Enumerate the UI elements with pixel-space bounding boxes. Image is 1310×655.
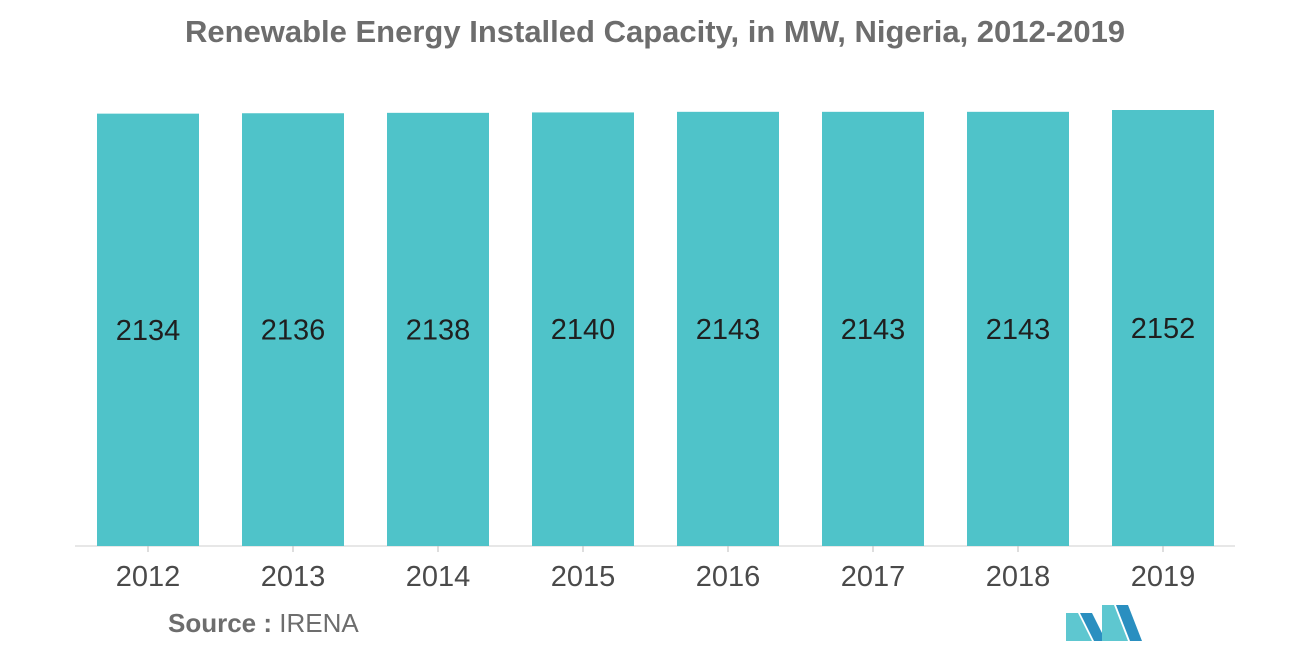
logo-shape-4: [1116, 605, 1142, 641]
bar-2019: [1112, 110, 1214, 546]
bar-2016: [677, 111, 779, 546]
bar-value-label-2013: 2136: [261, 315, 326, 347]
bar-value-label-2012: 2134: [116, 315, 181, 347]
bar-value-label-2017: 2143: [841, 314, 906, 346]
x-tick-label-2013: 2013: [261, 561, 326, 593]
bar-value-label-2018: 2143: [986, 314, 1051, 346]
bar-2013: [242, 113, 344, 546]
x-tick-label-2017: 2017: [841, 561, 906, 593]
bar-chart: 2134 2136 2138 2140 2143 2143 2143 2152 2012 201…: [75, 110, 1235, 593]
logo-shape-1: [1066, 613, 1092, 641]
bar-2018: [967, 111, 1069, 546]
bar-value-label-2016: 2143: [696, 314, 761, 346]
x-axis-ticks: 2012 2013 2014 2015 2016 2017 2018 2019: [116, 546, 1196, 593]
bar-2014: [387, 112, 489, 547]
x-tick-label-2012: 2012: [116, 561, 181, 593]
bar-2015: [532, 112, 634, 547]
bar-value-label-2014: 2138: [406, 314, 471, 346]
logo-shape-3: [1102, 605, 1128, 641]
source-value: IRENA: [279, 608, 359, 638]
x-tick-label-2016: 2016: [696, 561, 761, 593]
x-tick-label-2018: 2018: [986, 561, 1051, 593]
x-tick-label-2015: 2015: [551, 561, 616, 593]
bars-group: 2134 2136 2138 2140 2143 2143 2143 2152: [97, 110, 1214, 547]
bar-2012: [97, 113, 199, 546]
x-tick-label-2019: 2019: [1131, 561, 1196, 593]
bar-2017: [822, 111, 924, 546]
logo-shape-2: [1080, 613, 1106, 641]
x-tick-label-2014: 2014: [406, 561, 471, 593]
bar-value-label-2015: 2140: [551, 314, 616, 346]
source-note: Source : IRENA: [168, 608, 359, 639]
mordor-intelligence-logo-icon: [1066, 605, 1142, 641]
bar-value-label-2019: 2152: [1131, 313, 1196, 345]
source-label: Source :: [168, 608, 273, 638]
chart-title: Renewable Energy Installed Capacity, in …: [184, 14, 1126, 49]
